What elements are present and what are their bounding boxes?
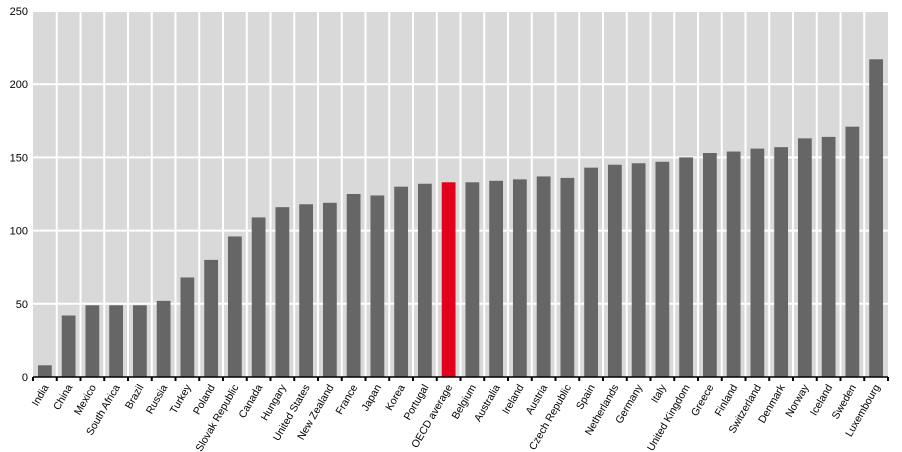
x-tick-label: Russia xyxy=(144,382,171,416)
x-tick-label: France xyxy=(333,382,360,416)
bar-slovak-republic xyxy=(227,236,242,377)
x-tick-label: Norway xyxy=(783,382,812,419)
bar-india xyxy=(37,365,52,377)
bar-russia xyxy=(156,300,171,377)
bars xyxy=(37,59,884,377)
bar-japan xyxy=(370,195,385,377)
bar-hungary xyxy=(275,207,290,377)
bar-mexico xyxy=(85,305,100,377)
x-tick-label: China xyxy=(51,382,75,412)
bar-south-africa xyxy=(109,305,124,377)
y-tick-label: 250 xyxy=(10,6,28,18)
bar-turkey xyxy=(180,277,195,377)
bar-australia xyxy=(489,180,504,377)
bar-czech-republic xyxy=(560,177,575,377)
bar-spain xyxy=(584,167,599,377)
bar-new-zealand xyxy=(322,202,337,377)
bar-united-kingdom xyxy=(679,157,694,377)
bar-netherlands xyxy=(607,164,622,377)
y-tick-label: 100 xyxy=(10,226,28,238)
bar-norway xyxy=(797,138,812,377)
y-tick-label: 0 xyxy=(22,372,28,384)
bar-denmark xyxy=(774,147,789,377)
bar-italy xyxy=(655,161,670,377)
bar-iceland xyxy=(821,136,836,377)
y-tick-label: 200 xyxy=(10,79,28,91)
x-tick-label: India xyxy=(30,382,52,408)
y-tick-label: 150 xyxy=(10,152,28,164)
x-tick-label: Italy xyxy=(649,382,669,405)
bar-austria xyxy=(536,176,551,377)
bar-germany xyxy=(631,163,646,377)
x-tick-label: Japan xyxy=(359,382,384,413)
bar-canada xyxy=(251,217,266,377)
x-axis xyxy=(32,376,889,381)
bar-france xyxy=(346,194,361,377)
x-tick-label: Spain xyxy=(574,382,598,411)
bar-belgium xyxy=(465,182,480,377)
y-tick-label: 50 xyxy=(16,299,28,311)
bar-china xyxy=(61,315,76,377)
x-tick-label: Brazil xyxy=(123,383,147,412)
x-tick-label: Korea xyxy=(383,382,407,412)
bar-luxembourg xyxy=(869,59,884,377)
bar-greece xyxy=(702,153,717,377)
bar-switzerland xyxy=(750,148,765,377)
bar-ireland xyxy=(512,179,527,377)
gridlines xyxy=(33,10,888,377)
bar-sweden xyxy=(845,126,860,377)
bar-united-states xyxy=(299,204,314,377)
bar-portugal xyxy=(417,183,432,377)
bar-korea xyxy=(394,186,409,377)
y-axis: 0 50 100 150 200 250 xyxy=(10,6,28,384)
bar-poland xyxy=(204,259,219,377)
bar-finland xyxy=(726,151,741,377)
bar-brazil xyxy=(132,305,147,377)
bar-oecd-average xyxy=(441,182,456,377)
